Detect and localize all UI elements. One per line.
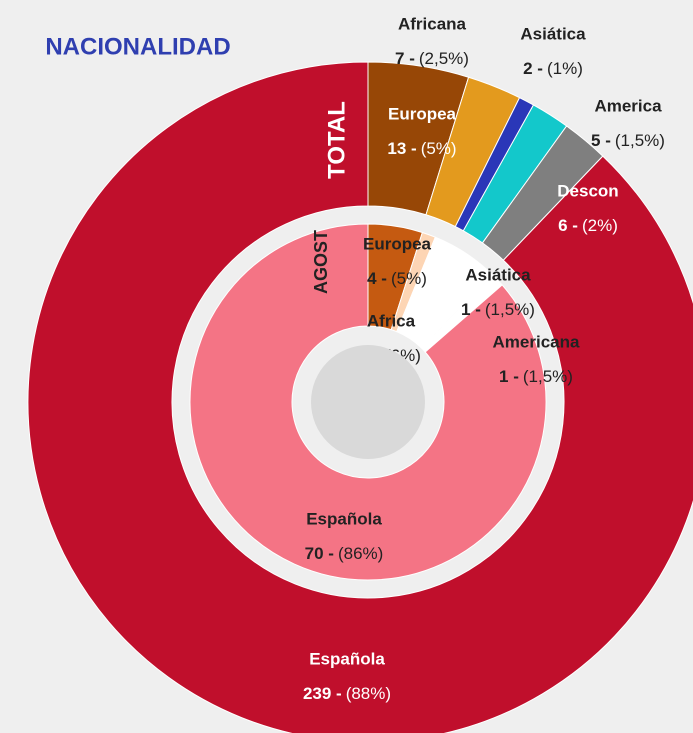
ring-label: TOTAL: [323, 101, 350, 179]
slice-label: Africa: [367, 311, 416, 330]
slice-value-label: 6 - (2%): [558, 216, 618, 235]
slice-label: Descon: [557, 181, 618, 200]
value: 4 -: [367, 269, 387, 288]
slice-value-label: 1 - (1,5%): [461, 300, 535, 319]
center-hole: [311, 345, 425, 459]
share: (1,5%): [485, 300, 535, 319]
chart-title: NACIONALIDAD: [45, 33, 230, 60]
slice-value-label: 7 - (2,5%): [395, 49, 469, 68]
value: 5 -: [591, 131, 611, 150]
slice-label: Española: [306, 509, 382, 528]
slice-value-label: 1 - (1,5%): [499, 367, 573, 386]
slice-value-label: 239 - (88%): [303, 684, 391, 703]
slice-label: Europea: [363, 234, 432, 253]
share: (5%): [421, 139, 457, 158]
value: 13 -: [387, 139, 416, 158]
share: (2%): [582, 216, 618, 235]
share: (1%): [547, 59, 583, 78]
slice-value-label: 2 - (1%): [523, 59, 583, 78]
slice-label: Americana: [493, 332, 580, 351]
value: 70 -: [305, 544, 334, 563]
share: (1,5%): [523, 367, 573, 386]
slice-value-label: 4 - (5%): [367, 269, 427, 288]
share: (2,5%): [419, 49, 469, 68]
share: (88%): [346, 684, 391, 703]
share: (5%): [391, 269, 427, 288]
slice-label: America: [594, 96, 662, 115]
share: (1,5%): [615, 131, 665, 150]
slice-label: Europea: [388, 104, 457, 123]
slice: [27, 61, 693, 733]
slice-label: Española: [309, 649, 385, 668]
slice: [189, 223, 547, 581]
slice-label: Africana: [398, 14, 467, 33]
value: 1 -: [461, 300, 481, 319]
slice-label: Asiática: [465, 265, 531, 284]
slice-value-label: 5 - (1,5%): [591, 131, 665, 150]
value: 2 -: [523, 59, 543, 78]
slice-value-label: 13 - (5%): [387, 139, 456, 158]
slice-label: Asiática: [520, 24, 586, 43]
value: 7 -: [395, 49, 415, 68]
value: 1 -: [499, 367, 519, 386]
slice-value-label: 70 - (86%): [305, 544, 384, 563]
value: 239 -: [303, 684, 342, 703]
ring-label: AGOST: [311, 230, 331, 294]
value: 6 -: [558, 216, 578, 235]
share: (86%): [338, 544, 383, 563]
